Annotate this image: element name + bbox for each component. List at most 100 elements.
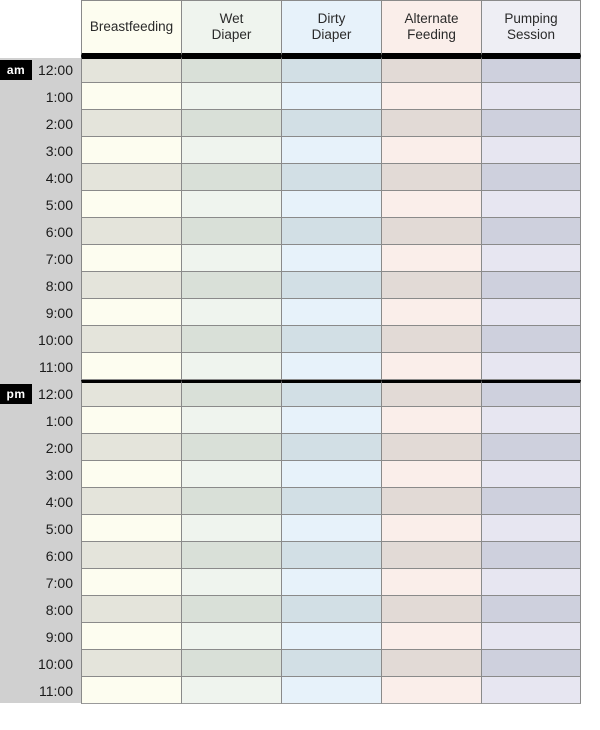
cell-breastfeeding[interactable] [81, 56, 181, 83]
cell-dirty-diaper[interactable] [281, 434, 381, 461]
cell-pumping-session[interactable] [481, 407, 581, 434]
cell-pumping-session[interactable] [481, 542, 581, 569]
cell-pumping-session[interactable] [481, 299, 581, 326]
cell-pumping-session[interactable] [481, 326, 581, 353]
cell-pumping-session[interactable] [481, 380, 581, 407]
cell-wet-diaper[interactable] [181, 218, 281, 245]
cell-dirty-diaper[interactable] [281, 353, 381, 380]
cell-breastfeeding[interactable] [81, 353, 181, 380]
cell-wet-diaper[interactable] [181, 623, 281, 650]
cell-dirty-diaper[interactable] [281, 650, 381, 677]
cell-wet-diaper[interactable] [181, 596, 281, 623]
cell-alternate-feeding[interactable] [381, 56, 481, 83]
cell-pumping-session[interactable] [481, 164, 581, 191]
cell-alternate-feeding[interactable] [381, 569, 481, 596]
cell-alternate-feeding[interactable] [381, 461, 481, 488]
cell-breastfeeding[interactable] [81, 596, 181, 623]
cell-dirty-diaper[interactable] [281, 299, 381, 326]
cell-alternate-feeding[interactable] [381, 83, 481, 110]
cell-alternate-feeding[interactable] [381, 515, 481, 542]
cell-alternate-feeding[interactable] [381, 677, 481, 704]
cell-dirty-diaper[interactable] [281, 137, 381, 164]
cell-wet-diaper[interactable] [181, 299, 281, 326]
cell-wet-diaper[interactable] [181, 542, 281, 569]
cell-dirty-diaper[interactable] [281, 191, 381, 218]
cell-breastfeeding[interactable] [81, 218, 181, 245]
cell-wet-diaper[interactable] [181, 272, 281, 299]
cell-wet-diaper[interactable] [181, 353, 281, 380]
cell-pumping-session[interactable] [481, 353, 581, 380]
cell-wet-diaper[interactable] [181, 83, 281, 110]
cell-breastfeeding[interactable] [81, 380, 181, 407]
cell-wet-diaper[interactable] [181, 650, 281, 677]
cell-dirty-diaper[interactable] [281, 218, 381, 245]
cell-wet-diaper[interactable] [181, 461, 281, 488]
cell-pumping-session[interactable] [481, 488, 581, 515]
cell-dirty-diaper[interactable] [281, 83, 381, 110]
cell-breastfeeding[interactable] [81, 245, 181, 272]
cell-breastfeeding[interactable] [81, 488, 181, 515]
cell-dirty-diaper[interactable] [281, 515, 381, 542]
cell-alternate-feeding[interactable] [381, 650, 481, 677]
cell-wet-diaper[interactable] [181, 407, 281, 434]
cell-alternate-feeding[interactable] [381, 272, 481, 299]
cell-pumping-session[interactable] [481, 434, 581, 461]
cell-breastfeeding[interactable] [81, 110, 181, 137]
cell-alternate-feeding[interactable] [381, 623, 481, 650]
cell-pumping-session[interactable] [481, 137, 581, 164]
cell-wet-diaper[interactable] [181, 164, 281, 191]
cell-breastfeeding[interactable] [81, 569, 181, 596]
cell-wet-diaper[interactable] [181, 434, 281, 461]
cell-breastfeeding[interactable] [81, 461, 181, 488]
cell-breastfeeding[interactable] [81, 272, 181, 299]
cell-alternate-feeding[interactable] [381, 434, 481, 461]
cell-dirty-diaper[interactable] [281, 56, 381, 83]
cell-wet-diaper[interactable] [181, 56, 281, 83]
cell-wet-diaper[interactable] [181, 677, 281, 704]
cell-pumping-session[interactable] [481, 272, 581, 299]
cell-wet-diaper[interactable] [181, 488, 281, 515]
cell-breastfeeding[interactable] [81, 650, 181, 677]
cell-breastfeeding[interactable] [81, 137, 181, 164]
cell-dirty-diaper[interactable] [281, 380, 381, 407]
cell-breastfeeding[interactable] [81, 623, 181, 650]
cell-breastfeeding[interactable] [81, 83, 181, 110]
cell-pumping-session[interactable] [481, 623, 581, 650]
cell-pumping-session[interactable] [481, 677, 581, 704]
cell-alternate-feeding[interactable] [381, 353, 481, 380]
cell-breastfeeding[interactable] [81, 164, 181, 191]
cell-pumping-session[interactable] [481, 56, 581, 83]
cell-pumping-session[interactable] [481, 83, 581, 110]
cell-dirty-diaper[interactable] [281, 245, 381, 272]
cell-alternate-feeding[interactable] [381, 380, 481, 407]
cell-pumping-session[interactable] [481, 650, 581, 677]
cell-alternate-feeding[interactable] [381, 407, 481, 434]
cell-dirty-diaper[interactable] [281, 623, 381, 650]
cell-alternate-feeding[interactable] [381, 245, 481, 272]
cell-pumping-session[interactable] [481, 218, 581, 245]
cell-breastfeeding[interactable] [81, 542, 181, 569]
cell-alternate-feeding[interactable] [381, 596, 481, 623]
cell-pumping-session[interactable] [481, 245, 581, 272]
cell-wet-diaper[interactable] [181, 569, 281, 596]
cell-dirty-diaper[interactable] [281, 164, 381, 191]
cell-alternate-feeding[interactable] [381, 299, 481, 326]
cell-wet-diaper[interactable] [181, 110, 281, 137]
cell-alternate-feeding[interactable] [381, 542, 481, 569]
cell-dirty-diaper[interactable] [281, 542, 381, 569]
cell-pumping-session[interactable] [481, 569, 581, 596]
cell-dirty-diaper[interactable] [281, 272, 381, 299]
cell-dirty-diaper[interactable] [281, 677, 381, 704]
cell-alternate-feeding[interactable] [381, 137, 481, 164]
cell-dirty-diaper[interactable] [281, 488, 381, 515]
cell-dirty-diaper[interactable] [281, 461, 381, 488]
cell-breastfeeding[interactable] [81, 191, 181, 218]
cell-pumping-session[interactable] [481, 110, 581, 137]
cell-breastfeeding[interactable] [81, 434, 181, 461]
cell-alternate-feeding[interactable] [381, 488, 481, 515]
cell-dirty-diaper[interactable] [281, 569, 381, 596]
cell-alternate-feeding[interactable] [381, 110, 481, 137]
cell-pumping-session[interactable] [481, 461, 581, 488]
cell-alternate-feeding[interactable] [381, 326, 481, 353]
cell-pumping-session[interactable] [481, 191, 581, 218]
